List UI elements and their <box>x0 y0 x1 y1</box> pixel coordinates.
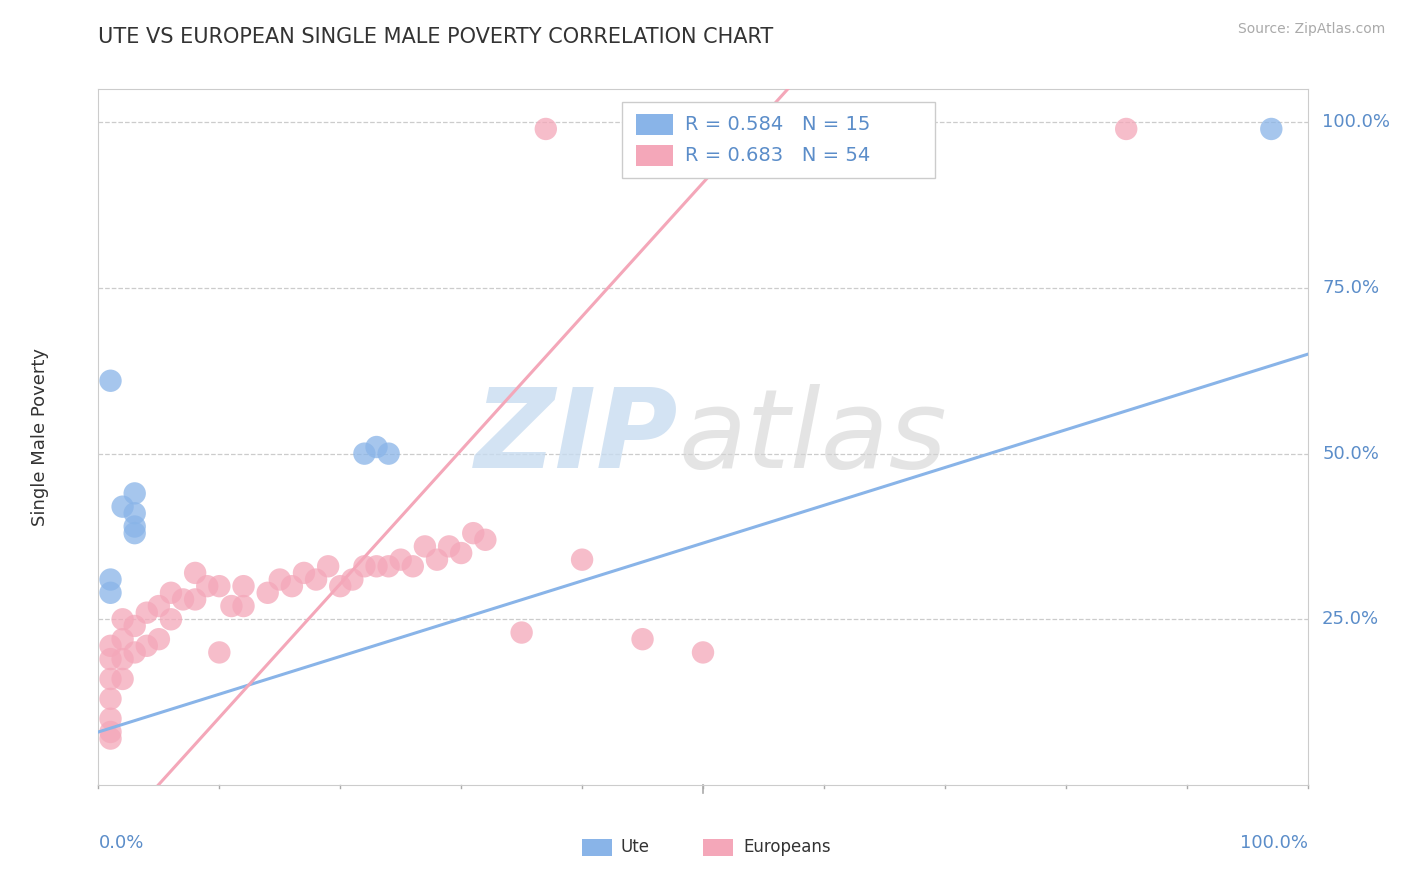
Point <box>100 573 122 587</box>
Point <box>813 122 835 136</box>
Text: 75.0%: 75.0% <box>1322 279 1379 297</box>
Point <box>389 552 412 566</box>
Point <box>111 500 134 514</box>
Point <box>195 579 218 593</box>
Text: Single Male Poverty: Single Male Poverty <box>31 348 49 526</box>
Point <box>232 599 254 613</box>
Point <box>353 559 375 574</box>
Point <box>148 599 170 613</box>
Point <box>208 645 231 659</box>
Point <box>221 599 243 613</box>
Point <box>111 632 134 647</box>
Point <box>100 725 122 739</box>
Point <box>111 612 134 626</box>
Point <box>329 579 352 593</box>
Point <box>100 374 122 388</box>
Point <box>100 672 122 686</box>
Point <box>292 566 315 580</box>
Text: atlas: atlas <box>679 384 948 491</box>
Point <box>837 122 859 136</box>
Point <box>631 632 654 647</box>
Point <box>377 447 399 461</box>
Point <box>463 526 485 541</box>
Text: Source: ZipAtlas.com: Source: ZipAtlas.com <box>1237 22 1385 37</box>
Point <box>571 552 593 566</box>
Point <box>148 632 170 647</box>
Point <box>692 645 714 659</box>
Point <box>184 592 207 607</box>
Text: Europeans: Europeans <box>742 838 831 856</box>
Point <box>534 122 557 136</box>
Point <box>402 559 425 574</box>
Point <box>474 533 496 547</box>
Point <box>172 592 194 607</box>
Point <box>135 639 157 653</box>
Text: ZIP: ZIP <box>475 384 679 491</box>
Point <box>426 552 449 566</box>
Point <box>100 712 122 726</box>
Bar <box>637 145 672 166</box>
Point <box>160 612 183 626</box>
Point <box>100 691 122 706</box>
Text: 50.0%: 50.0% <box>1322 444 1379 463</box>
Point <box>124 645 146 659</box>
Point <box>124 506 146 520</box>
Point <box>160 586 183 600</box>
Point <box>860 122 883 136</box>
FancyBboxPatch shape <box>621 102 935 178</box>
Point <box>1115 122 1137 136</box>
Point <box>269 573 291 587</box>
Point <box>366 559 388 574</box>
Point <box>100 639 122 653</box>
Point <box>184 566 207 580</box>
Text: Ute: Ute <box>621 838 650 856</box>
Point <box>124 619 146 633</box>
Point <box>111 652 134 666</box>
Point <box>124 519 146 533</box>
Point <box>510 625 533 640</box>
Point <box>232 579 254 593</box>
Point <box>413 540 436 554</box>
Point <box>353 447 375 461</box>
Point <box>437 540 460 554</box>
Text: R = 0.584   N = 15: R = 0.584 N = 15 <box>685 115 870 134</box>
Point <box>305 573 328 587</box>
Point <box>100 586 122 600</box>
Point <box>281 579 304 593</box>
Point <box>256 586 278 600</box>
Point <box>135 606 157 620</box>
Text: 25.0%: 25.0% <box>1322 610 1379 628</box>
Point <box>813 122 835 136</box>
Point <box>111 672 134 686</box>
Point <box>316 559 339 574</box>
Point <box>208 579 231 593</box>
Text: R = 0.683   N = 54: R = 0.683 N = 54 <box>685 145 870 165</box>
Bar <box>582 838 613 856</box>
Text: 100.0%: 100.0% <box>1240 834 1308 852</box>
Point <box>124 526 146 541</box>
Point <box>377 559 399 574</box>
Point <box>124 486 146 500</box>
Text: 0.0%: 0.0% <box>98 834 143 852</box>
Bar <box>637 114 672 135</box>
Point <box>450 546 472 560</box>
Point <box>366 440 388 454</box>
Text: UTE VS EUROPEAN SINGLE MALE POVERTY CORRELATION CHART: UTE VS EUROPEAN SINGLE MALE POVERTY CORR… <box>98 28 773 47</box>
Bar <box>703 838 734 856</box>
Point <box>1260 122 1282 136</box>
Point <box>100 652 122 666</box>
Text: 100.0%: 100.0% <box>1322 113 1391 131</box>
Point <box>100 731 122 746</box>
Point <box>342 573 364 587</box>
